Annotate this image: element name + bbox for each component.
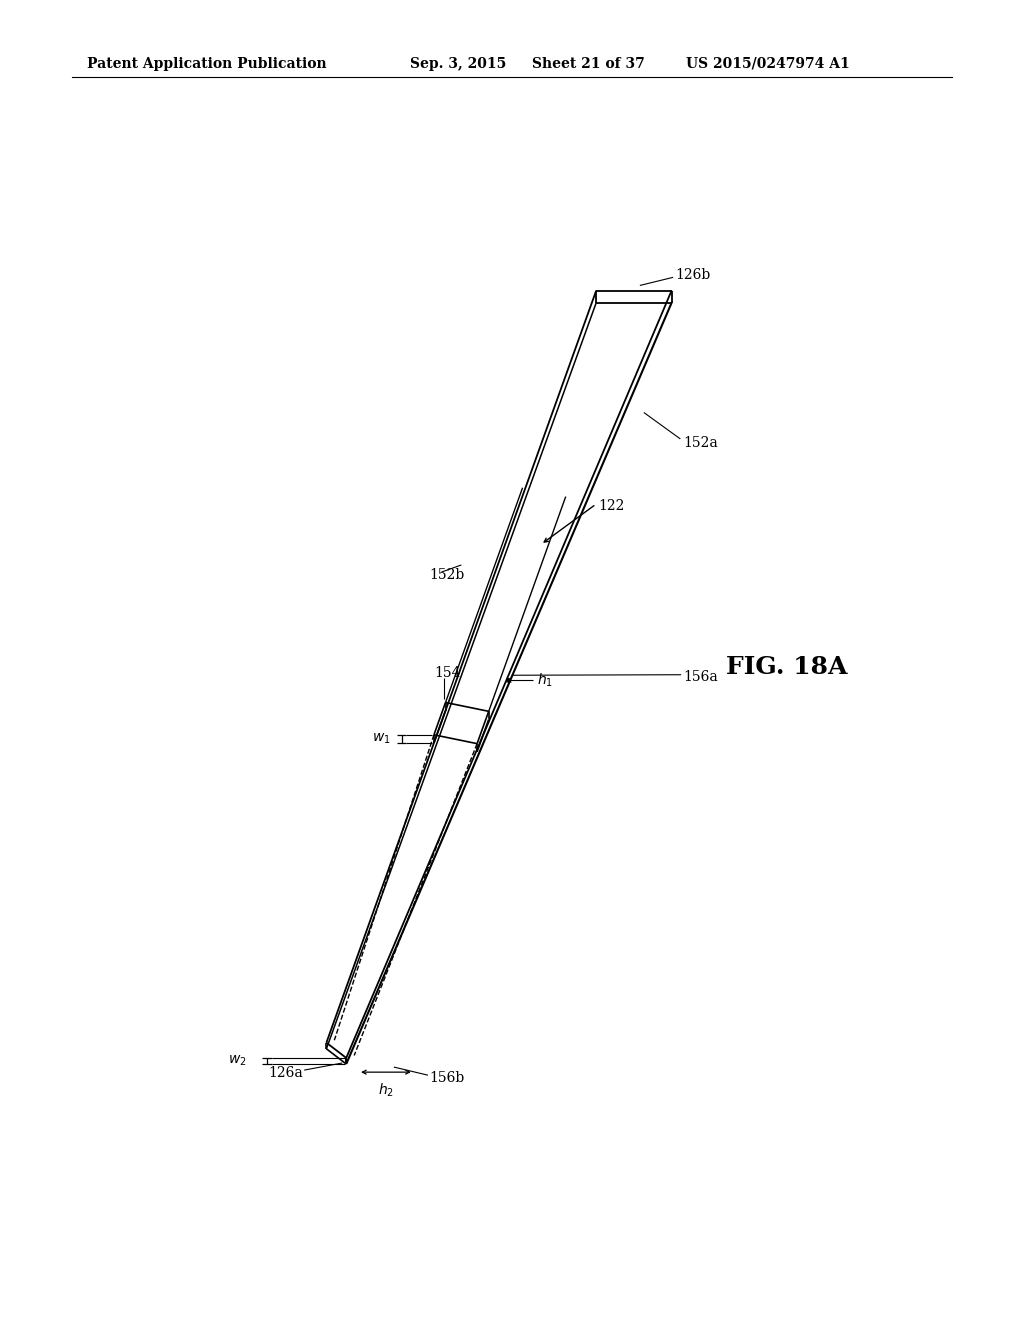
- Text: Sep. 3, 2015: Sep. 3, 2015: [410, 57, 506, 71]
- Text: Patent Application Publication: Patent Application Publication: [87, 57, 327, 71]
- Text: US 2015/0247974 A1: US 2015/0247974 A1: [686, 57, 850, 71]
- Text: $w_2$: $w_2$: [228, 1053, 247, 1068]
- Text: 152a: 152a: [684, 436, 718, 450]
- Text: Sheet 21 of 37: Sheet 21 of 37: [532, 57, 645, 71]
- Text: $h_1$: $h_1$: [537, 672, 553, 689]
- Text: 156b: 156b: [430, 1072, 465, 1085]
- Text: $h_2$: $h_2$: [378, 1081, 394, 1100]
- Text: 152b: 152b: [430, 568, 465, 582]
- Text: FIG. 18A: FIG. 18A: [726, 655, 848, 678]
- Text: 122: 122: [599, 499, 625, 513]
- Text: 154: 154: [434, 665, 461, 680]
- Text: 156a: 156a: [684, 669, 718, 684]
- Text: 126b: 126b: [676, 268, 711, 282]
- Text: $w_1$: $w_1$: [373, 731, 391, 746]
- Text: 126a: 126a: [268, 1067, 303, 1080]
